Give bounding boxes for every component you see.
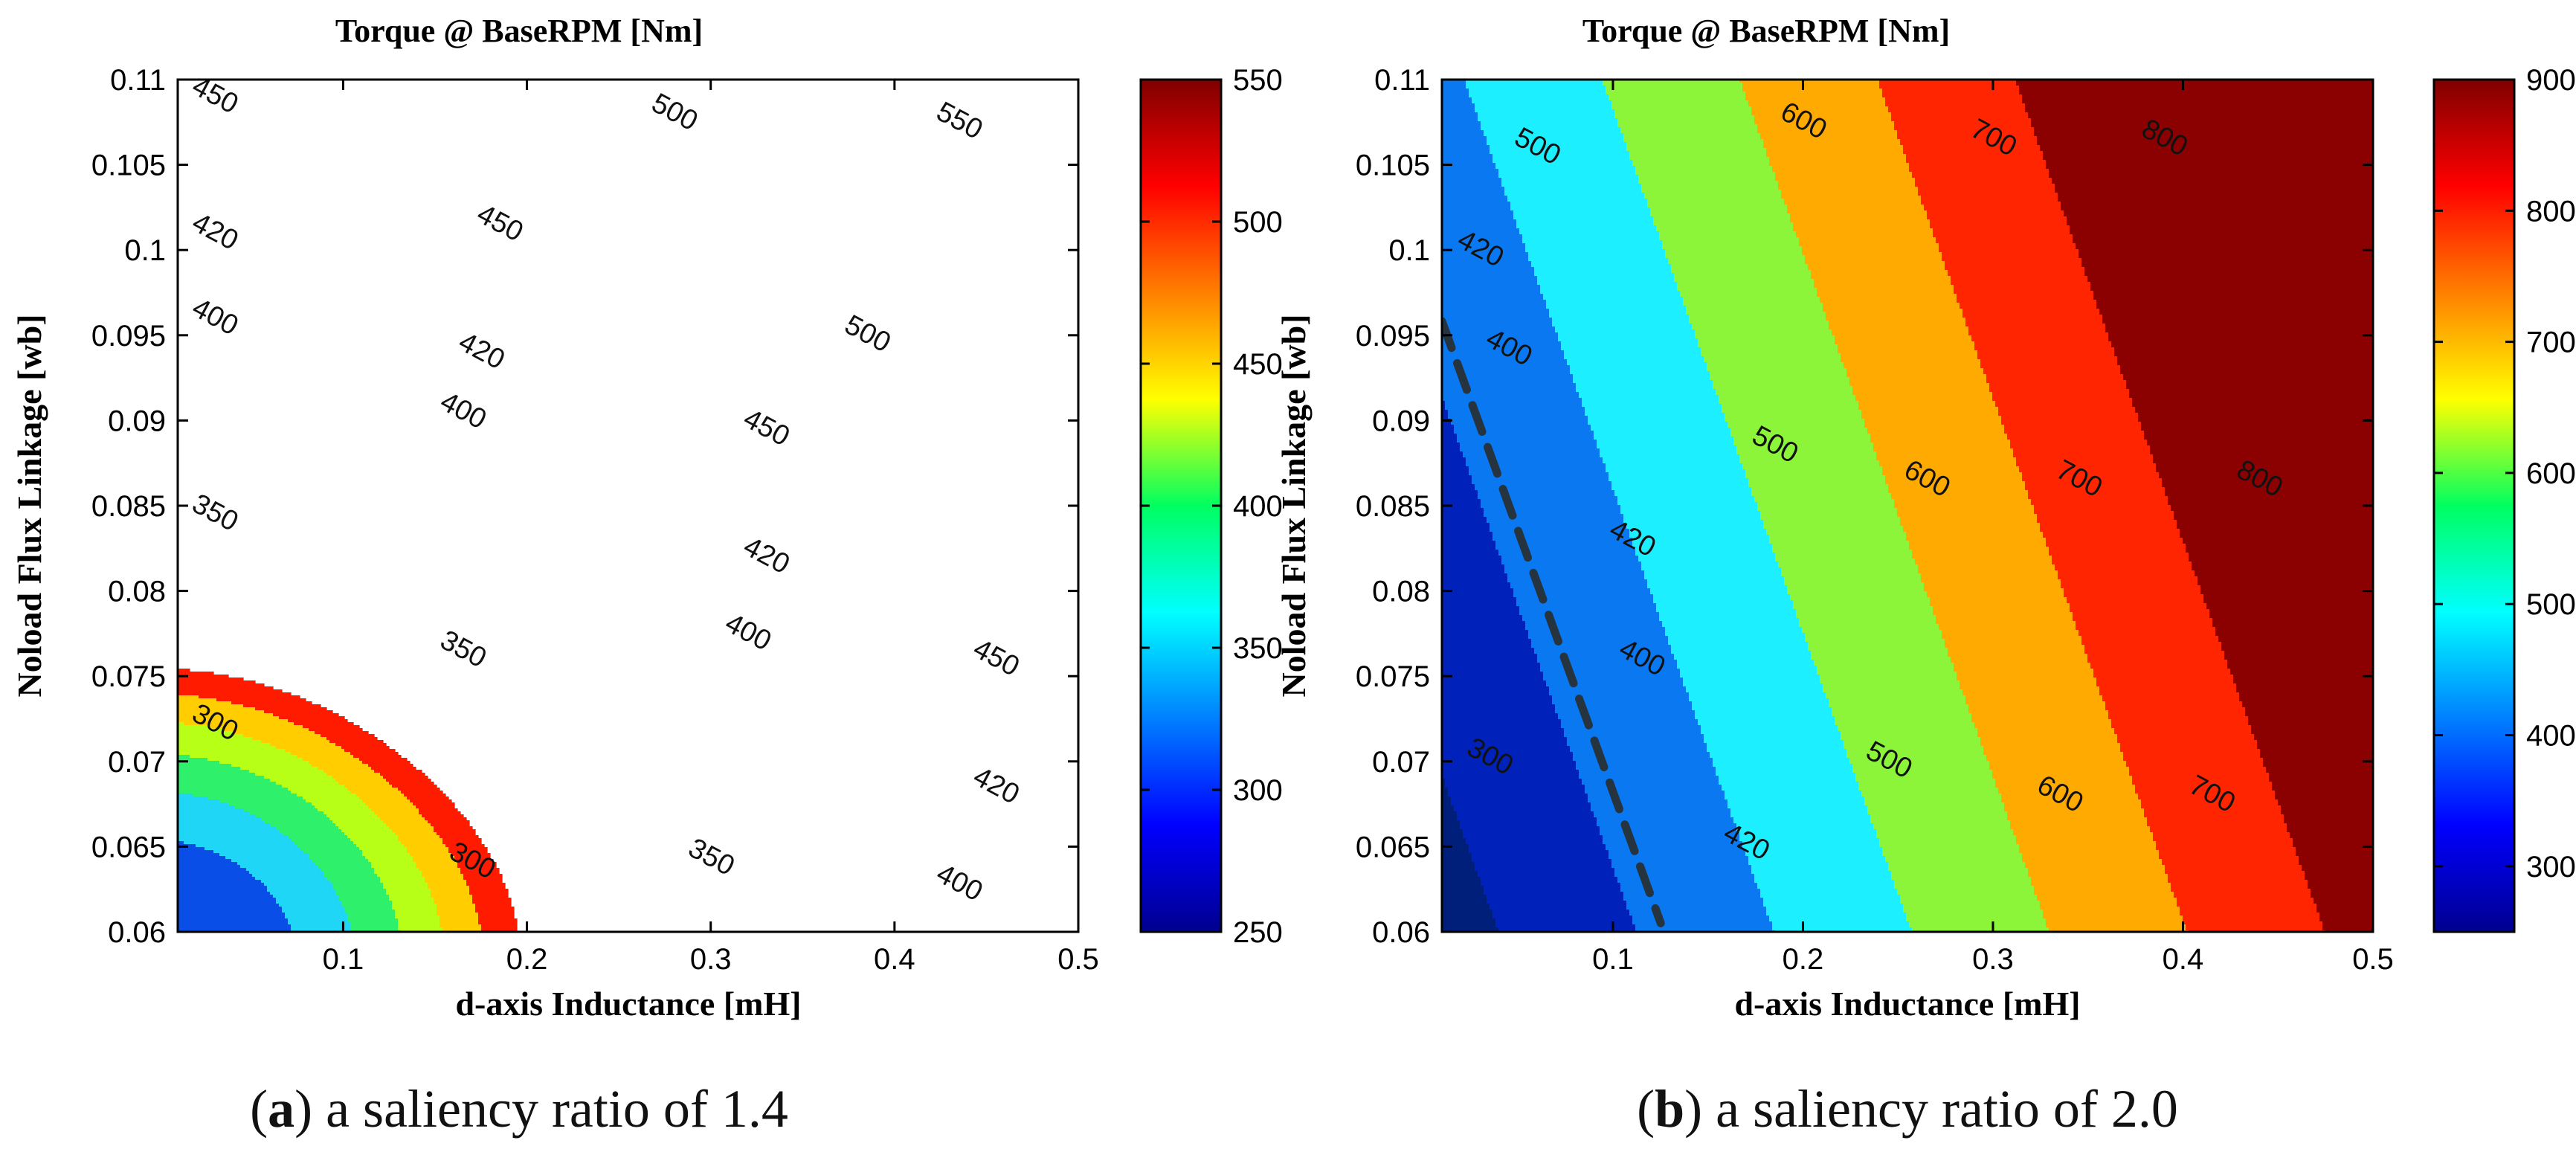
y-tick-label: 0.09	[1372, 405, 1430, 437]
caption-text: a saliency ratio of 2.0	[1716, 1079, 2178, 1139]
x-tick-label: 0.2	[1783, 943, 1824, 976]
caption-letter: a	[268, 1079, 294, 1139]
chart-title: Torque @ BaseRPM [Nm]	[335, 13, 703, 49]
colorbar-gradient	[2432, 78, 2516, 933]
x-tick-label: 0.3	[690, 943, 732, 976]
colorbar-tick-label: 450	[1233, 348, 1283, 381]
x-tick-label: 0.1	[323, 943, 364, 976]
x-tick-label: 0.5	[2352, 943, 2394, 976]
x-axis-label: d-axis Inductance [mH]	[1734, 985, 2080, 1023]
y-tick-label: 0.1	[1388, 234, 1430, 267]
y-tick-label: 0.085	[1356, 490, 1430, 523]
contour-bands	[1442, 80, 2373, 932]
colorbar-tick-label: 300	[2526, 851, 2576, 884]
caption: (b) a saliency ratio of 2.0	[1637, 1079, 2178, 1139]
x-tick-label: 0.4	[2163, 943, 2204, 976]
y-axis-label: Noload Flux Linkage [wb]	[1275, 314, 1313, 697]
y-axis-label: Noload Flux Linkage [wb]	[10, 314, 48, 697]
y-tick-label: 0.065	[91, 831, 166, 863]
colorbar-tick-label: 400	[2526, 720, 2576, 753]
x-tick-label: 0.3	[1972, 943, 2014, 976]
y-tick-label: 0.105	[1356, 149, 1430, 182]
colorbar-tick-label: 350	[1233, 632, 1283, 665]
contour-bands	[178, 669, 518, 932]
y-tick-label: 0.08	[108, 576, 166, 608]
y-tick-label: 0.085	[91, 490, 166, 523]
caption-text: a saliency ratio of 1.4	[326, 1079, 788, 1139]
y-tick-label: 0.065	[1356, 831, 1430, 863]
y-tick-label: 0.11	[1374, 64, 1430, 97]
colorbar-tick-label: 250	[1233, 916, 1283, 949]
colorbar-tick-label: 300	[1233, 774, 1283, 807]
y-tick-label: 0.07	[108, 746, 166, 779]
x-axis-label: d-axis Inductance [mH]	[455, 985, 801, 1023]
caption: (a) a saliency ratio of 1.4	[250, 1079, 788, 1139]
x-tick-label: 0.5	[1057, 943, 1099, 976]
y-tick-label: 0.075	[91, 660, 166, 693]
caption-letter: b	[1655, 1079, 1684, 1139]
y-tick-label: 0.06	[108, 916, 166, 949]
x-tick-label: 0.1	[1592, 943, 1634, 976]
colorbar-tick-label: 800	[2526, 195, 2576, 228]
colorbar-tick-label: 900	[2526, 64, 2576, 97]
y-tick-label: 0.11	[110, 64, 166, 97]
y-tick-label: 0.075	[1356, 660, 1430, 693]
colorbar-tick-label: 500	[2526, 588, 2576, 621]
chart-title: Torque @ BaseRPM [Nm]	[1582, 13, 1950, 49]
colorbar-tick-label: 700	[2526, 326, 2576, 359]
colorbar-tick-label: 400	[1233, 490, 1283, 523]
colorbar: 300 400 500 600 700 800 900	[2432, 64, 2576, 933]
colorbar-tick-label: 600	[2526, 457, 2576, 490]
y-tick-label: 0.09	[108, 405, 166, 437]
colorbar: 250 300 350 400 450 500 550	[1139, 64, 1283, 949]
colorbar-gradient	[1139, 78, 1223, 933]
y-tick-label: 0.07	[1372, 746, 1430, 779]
y-tick-label: 0.06	[1372, 916, 1430, 949]
y-tick-label: 0.095	[91, 320, 166, 353]
y-tick-label: 0.095	[1356, 320, 1430, 353]
y-tick-label: 0.08	[1372, 576, 1430, 608]
contour-420-dashed	[1442, 317, 1665, 927]
y-tick-label: 0.105	[91, 149, 166, 182]
colorbar-tick-label: 500	[1233, 206, 1283, 239]
x-tick-label: 0.4	[874, 943, 915, 976]
y-tick-label: 0.1	[124, 234, 166, 267]
colorbar-tick-label: 550	[1233, 64, 1283, 97]
x-tick-label: 0.2	[506, 943, 548, 976]
